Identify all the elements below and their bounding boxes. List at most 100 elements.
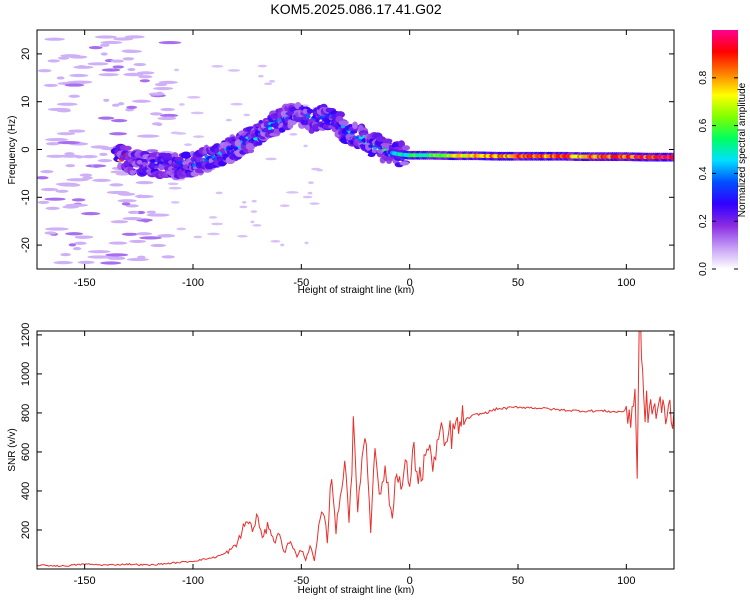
spectral-noise-blob bbox=[65, 164, 76, 168]
spectrogram-x-ticks: -150 -100 -50 0 50 100 bbox=[74, 30, 636, 289]
spectral-noise-blob bbox=[127, 210, 139, 214]
spectral-noise-blob bbox=[193, 235, 203, 239]
spectral-noise-blob bbox=[252, 224, 262, 227]
spectral-noise-blob bbox=[133, 62, 146, 67]
snr-y-label: SNR (v/v) bbox=[7, 428, 18, 471]
spectral-ridge-core bbox=[268, 127, 273, 131]
spectral-ridge-halo bbox=[306, 108, 314, 114]
spectral-noise-blob bbox=[66, 178, 89, 182]
colorbar-tick-label: 0.6 bbox=[698, 118, 709, 132]
spectral-noise-blob bbox=[44, 37, 65, 41]
spectral-noise-blob bbox=[207, 232, 220, 236]
spectral-ridge-core bbox=[350, 130, 358, 134]
spectral-noise-blob bbox=[45, 142, 60, 146]
spectral-noise-blob bbox=[280, 243, 285, 247]
spectral-ridge-halo bbox=[399, 161, 410, 166]
spectral-ridge-halo bbox=[136, 159, 143, 165]
spectral-ridge-halo bbox=[123, 145, 132, 151]
spectral-noise-blob bbox=[88, 46, 103, 50]
spectral-noise-blob bbox=[81, 212, 101, 216]
spectral-noise-blob bbox=[57, 132, 76, 136]
spectral-noise-blob bbox=[126, 257, 149, 262]
spectral-noise-blob bbox=[126, 105, 138, 109]
spectrogram-y-ticks: -20 -10 0 10 20 bbox=[20, 48, 674, 253]
spectral-noise-blob bbox=[60, 253, 71, 257]
spectral-noise-blob bbox=[208, 216, 218, 219]
spectral-noise-blob bbox=[105, 253, 129, 257]
spectral-noise-blob bbox=[190, 111, 204, 115]
spectral-noise-blob bbox=[121, 232, 139, 236]
spectral-noise-blob bbox=[37, 69, 52, 73]
spectral-noise-blob bbox=[146, 210, 156, 214]
spectral-noise-blob bbox=[269, 80, 276, 83]
spectral-ridge-halo bbox=[401, 145, 411, 151]
spectral-noise-blob bbox=[151, 122, 162, 126]
spectral-noise-blob bbox=[170, 201, 180, 204]
spectral-noise-blob bbox=[125, 204, 139, 208]
spectral-noise-blob bbox=[227, 69, 241, 72]
snr-y-tick-label: 200 bbox=[20, 521, 32, 539]
spectral-ridge-halo bbox=[255, 141, 263, 146]
spectral-noise-blob bbox=[304, 241, 309, 245]
spectral-noise-blob bbox=[138, 75, 153, 79]
spectral-ridge-halo bbox=[245, 142, 256, 150]
spectral-noise-blob bbox=[184, 143, 192, 146]
spectral-ridge-core bbox=[340, 125, 346, 129]
spectral-noise-blob bbox=[142, 219, 150, 223]
spectral-ridge-halo bbox=[302, 108, 309, 115]
snr-x-tick-label: -50 bbox=[293, 575, 309, 587]
spectral-noise-blob bbox=[109, 132, 128, 136]
spectral-noise-blob bbox=[68, 129, 86, 133]
spectral-noise-blob bbox=[139, 79, 150, 83]
snr-y-tick-label: 600 bbox=[20, 443, 32, 461]
spectral-noise-blob bbox=[100, 261, 122, 265]
spectral-noise-blob bbox=[99, 152, 108, 156]
spectral-ridge-halo bbox=[174, 156, 184, 162]
spectral-noise-blob bbox=[117, 102, 125, 106]
spectral-noise-blob bbox=[211, 65, 224, 68]
spectral-noise-blob bbox=[146, 149, 159, 153]
spectral-noise-blob bbox=[302, 195, 313, 199]
spectral-noise-blob bbox=[65, 203, 89, 207]
spectral-noise-blob bbox=[37, 200, 50, 204]
spectral-noise-blob bbox=[75, 235, 94, 239]
spectral-noise-blob bbox=[69, 80, 93, 84]
spectral-noise-blob bbox=[100, 40, 123, 45]
spectral-noise-blob bbox=[82, 176, 93, 180]
spectral-noise-blob bbox=[186, 95, 201, 99]
spectral-noise-blob bbox=[146, 213, 170, 217]
spectral-noise-blob bbox=[258, 74, 264, 78]
spectral-noise-blob bbox=[316, 168, 324, 172]
spectrogram-y-tick-label: 20 bbox=[20, 48, 32, 60]
snr-x-ticks: -150 -100 -50 0 50 100 bbox=[74, 331, 636, 587]
spectral-noise-blob bbox=[115, 172, 130, 176]
spectral-noise-blob bbox=[53, 260, 73, 265]
snr-panel: -150 -100 -50 0 50 100 200 400 600 800 1000 1200 H… bbox=[7, 323, 675, 596]
spectral-noise-blob bbox=[136, 210, 146, 215]
spectrogram-heatmap bbox=[37, 35, 674, 265]
spectral-noise-blob bbox=[161, 255, 175, 259]
spectral-noise-blob bbox=[270, 240, 281, 243]
spectral-noise-blob bbox=[47, 107, 71, 112]
spectral-noise-blob bbox=[153, 86, 174, 91]
snr-x-label: Height of straight line (km) bbox=[298, 585, 415, 596]
spectral-noise-blob bbox=[160, 107, 175, 112]
spectral-noise-blob bbox=[161, 116, 177, 120]
snr-x-tick-label: -100 bbox=[182, 575, 204, 587]
spectrogram-y-tick-label: -10 bbox=[20, 189, 32, 205]
spectral-noise-blob bbox=[56, 76, 65, 80]
spectral-noise-blob bbox=[242, 201, 247, 204]
spectrogram-y-tick-label: 0 bbox=[20, 146, 32, 152]
spectral-noise-blob bbox=[55, 189, 69, 193]
colorbar-label: Normalized spectral amplitude bbox=[737, 82, 748, 217]
spectral-noise-blob bbox=[79, 173, 93, 177]
spectral-noise-blob bbox=[124, 35, 145, 39]
spectral-noise-blob bbox=[73, 65, 94, 69]
spectral-noise-blob bbox=[251, 199, 257, 203]
spectral-noise-blob bbox=[71, 198, 86, 202]
spectrogram-x-tick-label: 100 bbox=[617, 277, 635, 289]
spectral-noise-blob bbox=[68, 243, 77, 247]
colorbar-tick-label: 0.4 bbox=[698, 166, 709, 180]
spectral-noise-blob bbox=[101, 68, 121, 72]
spectral-noise-blob bbox=[87, 255, 111, 259]
